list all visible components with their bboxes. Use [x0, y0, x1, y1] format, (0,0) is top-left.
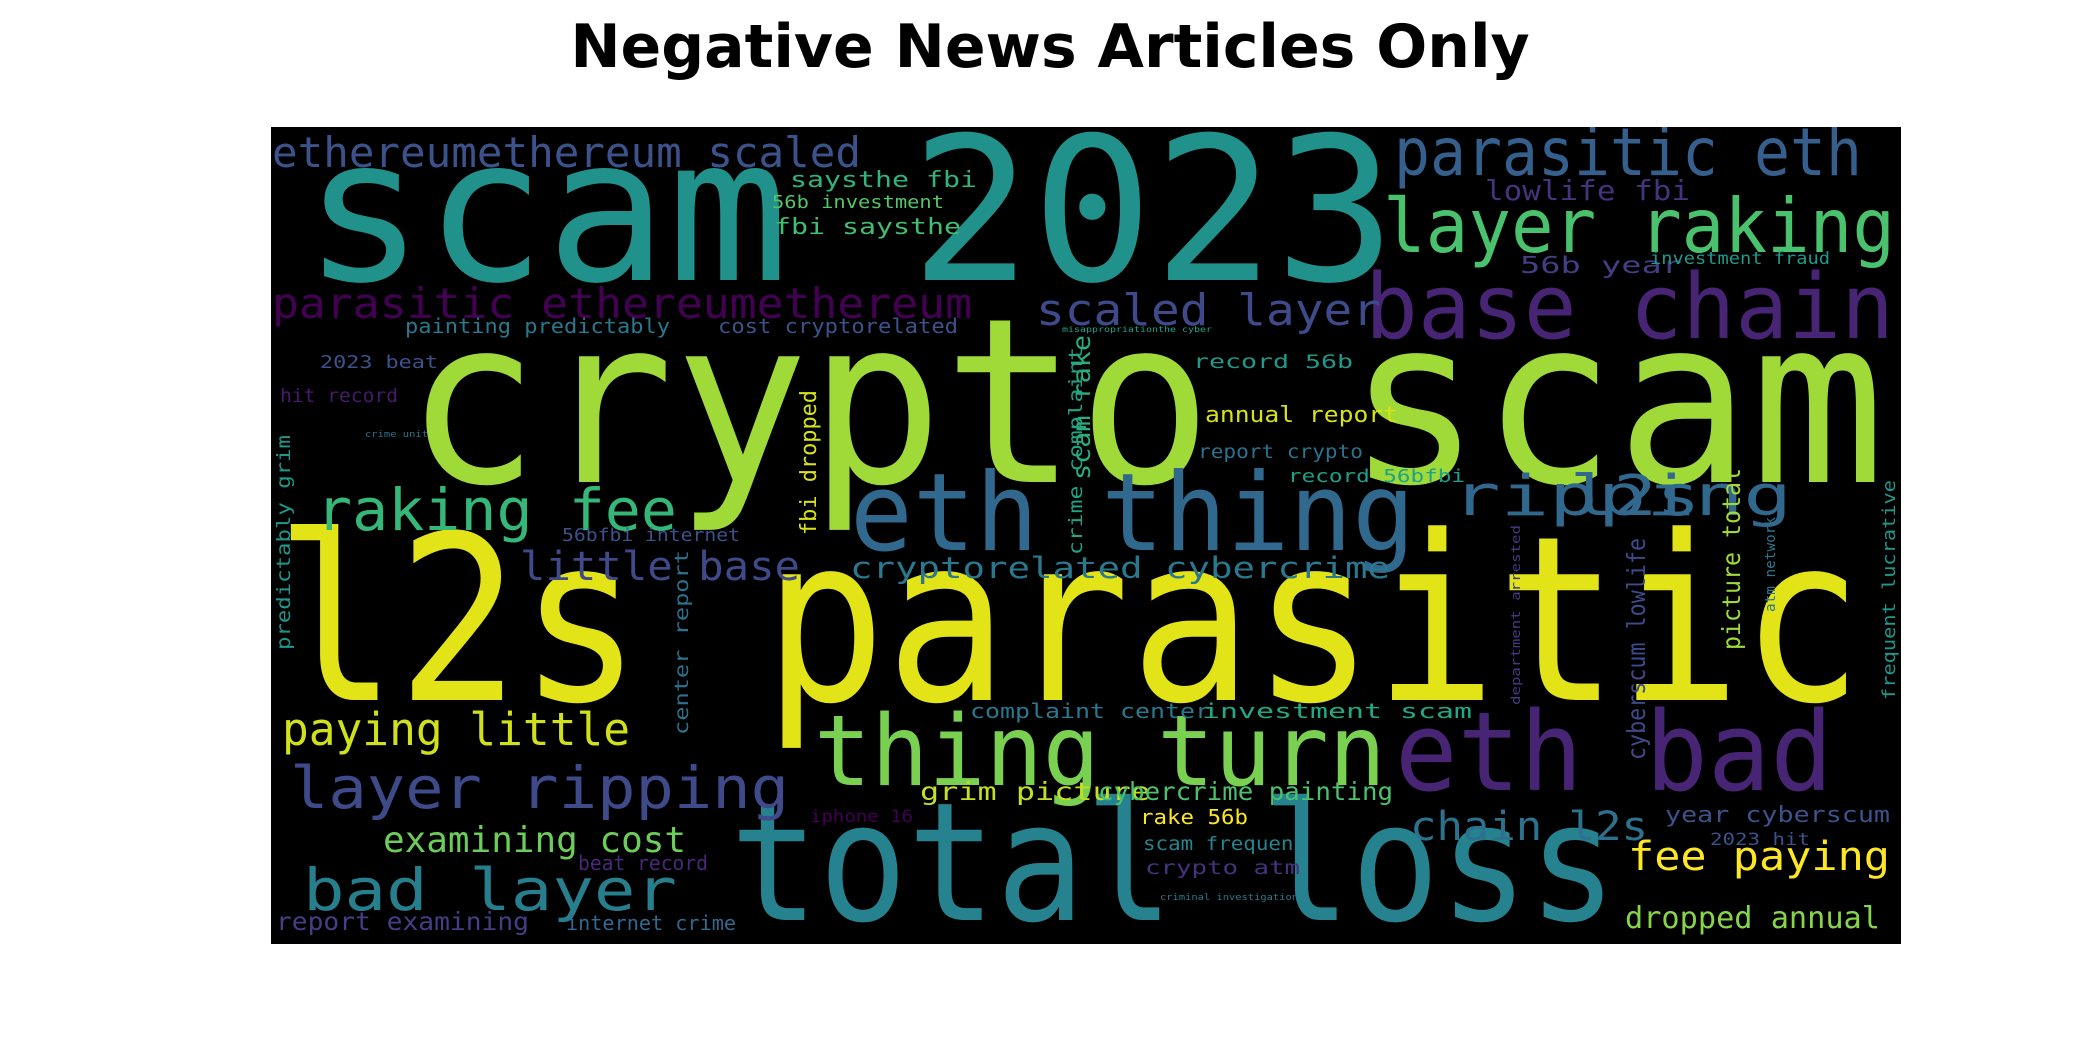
word-cloud-term: bad layer: [303, 856, 677, 924]
word-cloud-term: iphone 16: [810, 807, 913, 827]
word-cloud-term: base chain: [1365, 255, 1894, 360]
word-cloud-term: grim picture: [920, 777, 1150, 806]
word-cloud-term: layer raking: [1383, 182, 1895, 270]
word-cloud-term: year cyberscum: [1665, 803, 1890, 828]
word-cloud-term: internet crime: [566, 911, 736, 935]
chart-title: Negative News Articles Only: [570, 12, 1530, 82]
word-cloud-term: total loss: [730, 767, 1617, 959]
word-cloud-term: hit record: [280, 385, 398, 407]
word-cloud-term: picture total: [1717, 468, 1746, 650]
word-cloud-term: parasitic ethereumethereum: [272, 279, 972, 328]
word-cloud-term: l2s: [1570, 464, 1700, 529]
word-cloud-term: cost cryptorelated: [718, 314, 958, 338]
word-cloud-term: scaled layer: [1036, 285, 1381, 336]
word-cloud-term: record 56b: [1193, 351, 1353, 373]
word-cloud-term: 2023 hit: [1710, 830, 1810, 850]
word-cloud-term: saysthe fbi: [790, 168, 977, 193]
word-cloud-term: criminal investigation: [1160, 893, 1298, 903]
word-cloud-term: report crypto: [1198, 441, 1363, 463]
word-cloud-term: ethereumethereum scaled: [272, 128, 861, 177]
word-cloud-term: paying little: [282, 703, 630, 756]
word-cloud-term: predictably grim: [273, 435, 295, 650]
word-cloud-term: cyberscum lowlife: [1622, 538, 1651, 760]
word-cloud-term: eth bad: [1395, 688, 1833, 816]
word-cloud-term: raking fee: [316, 476, 677, 544]
word-cloud-term: scam 2023: [303, 95, 1396, 328]
word-cloud-term: center report: [671, 550, 693, 735]
word-cloud-term: scam rake: [1067, 335, 1096, 480]
cloud-background: [271, 127, 1901, 944]
word-cloud-term: rake 56b: [1140, 805, 1248, 829]
word-cloud-term: fee paying: [1628, 834, 1890, 880]
word-cloud-term: department arrested: [1509, 525, 1523, 705]
word-cloud-term: dropped annual: [1625, 901, 1880, 936]
word-cloud-term: record 56bfbi: [1288, 466, 1465, 487]
word-cloud-term: crime unit: [365, 430, 428, 440]
word-cloud-term: investment fraud: [1650, 249, 1830, 269]
word-cloud-term: layer ripping: [290, 754, 789, 822]
word-cloud-term: scam frequent: [1143, 833, 1306, 855]
word-cloud-term: investment scam: [1202, 699, 1472, 723]
word-cloud-term: thing turn: [814, 695, 1386, 809]
word-cloud-term: crypto scam: [405, 270, 1885, 537]
word-cloud-term: annual report: [1205, 403, 1398, 428]
word-cloud-term: misappropriationthe cyber: [1062, 325, 1212, 334]
word-cloud-term: cryptorelated cybercrime: [850, 551, 1390, 585]
word-cloud-term: frequent lucrative: [1879, 480, 1900, 700]
word-cloud-term: 56bfbi internet: [562, 525, 740, 546]
word-cloud-term: painting predictably: [405, 314, 670, 338]
word-cloud-term: little base: [520, 544, 800, 590]
word-cloud-term: fbi dropped: [797, 390, 822, 535]
word-cloud-term: complaint center: [970, 699, 1210, 723]
word-cloud-term: 56b investment: [772, 192, 944, 213]
word-cloud-term: ripping: [1452, 464, 1792, 529]
word-cloud-term: eth thing: [850, 451, 1415, 576]
word-cloud-term: l2s parasitic: [275, 488, 1863, 755]
word-cloud-term: crypto atm: [1145, 857, 1300, 879]
word-cloud-term: 2023 beat: [320, 352, 438, 373]
word-cloud-term: 56b year: [1520, 253, 1682, 279]
word-cloud-term: beat record: [578, 851, 708, 875]
word-cloud-term: chain l2s: [1410, 804, 1648, 850]
word-cloud-term: cybercrime painting: [1098, 777, 1393, 806]
word-cloud-term: lowlife fbi: [1485, 174, 1690, 207]
word-cloud-term: atm network: [1763, 516, 1779, 612]
word-cloud-term: fbi saysthe: [774, 215, 961, 240]
word-cloud-term: parasitic eth: [1394, 114, 1862, 191]
word-cloud-term: crime complaint: [1065, 347, 1087, 555]
word-cloud-term: report examining: [276, 907, 529, 936]
word-cloud-term: examining cost: [383, 820, 686, 861]
